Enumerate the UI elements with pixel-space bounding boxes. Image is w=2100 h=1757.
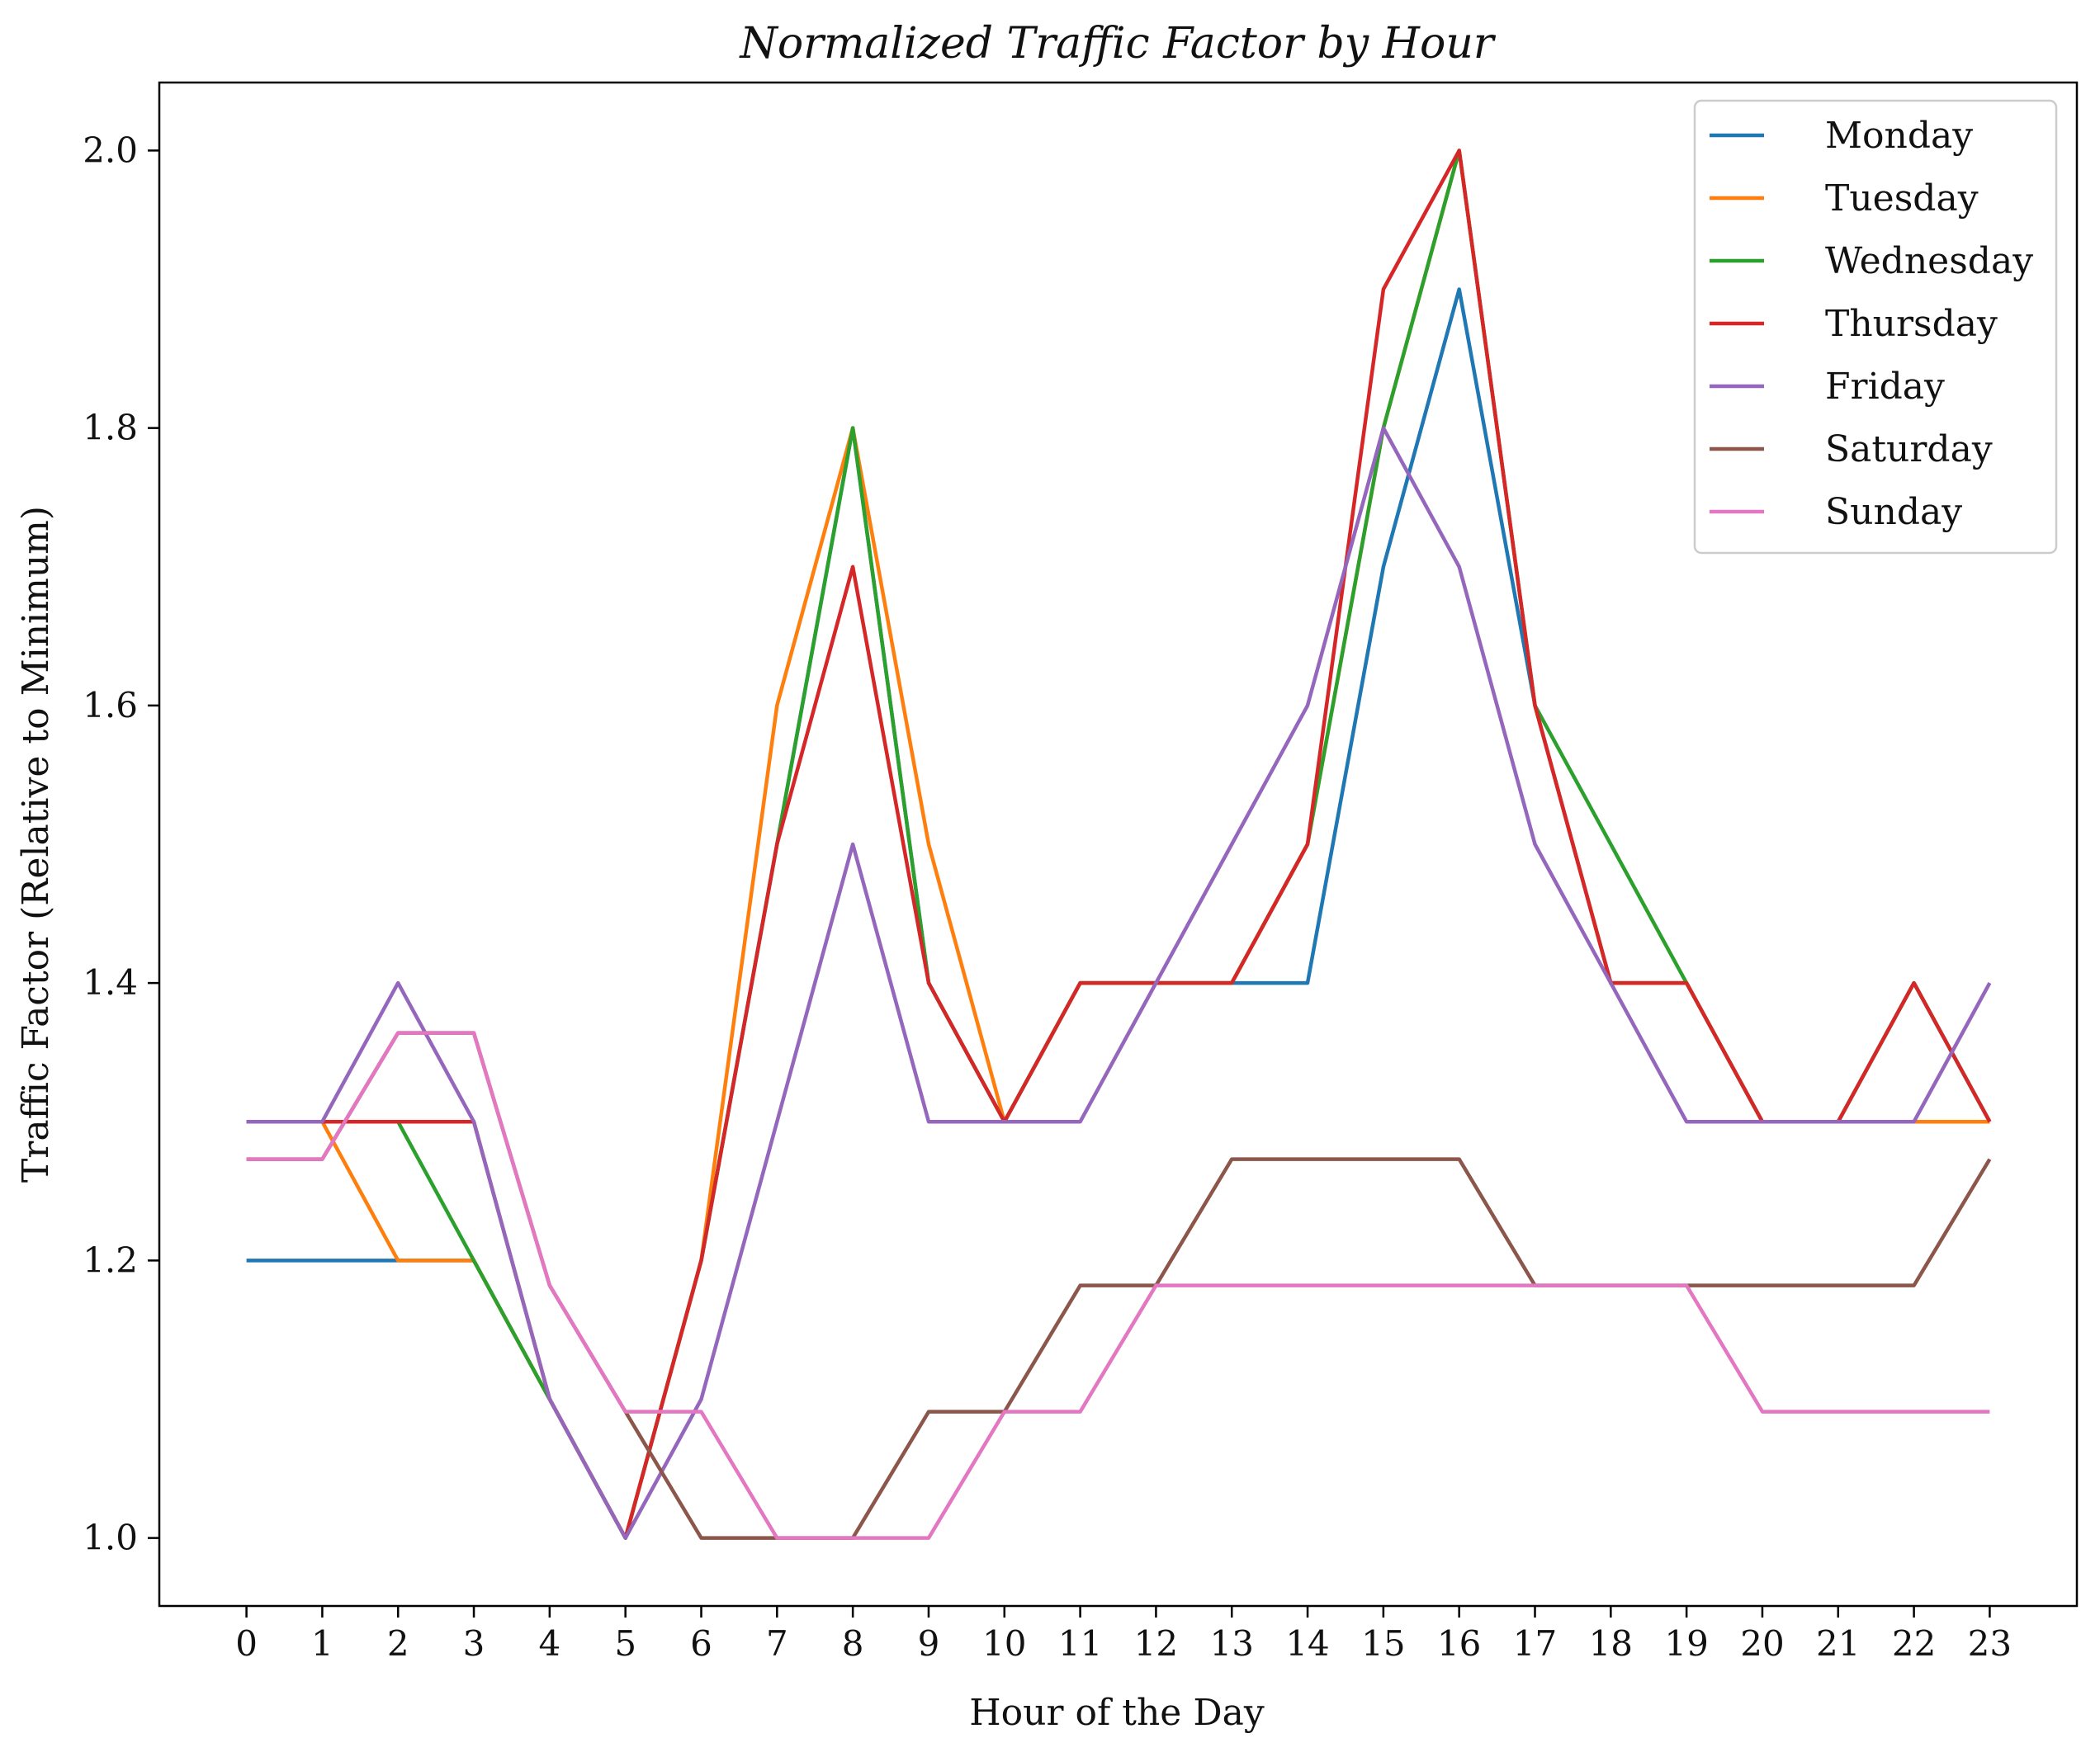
legend: Monday Tuesday Wednesday Thursday Friday Satu… xyxy=(1693,99,2058,555)
plot-frame xyxy=(158,81,2079,1608)
x-tick-label: 19 xyxy=(1664,1623,1708,1664)
x-tick-label: 17 xyxy=(1513,1623,1557,1664)
legend-label-thursday: Thursday xyxy=(1825,303,1998,345)
x-tick-label: 7 xyxy=(766,1623,788,1664)
series-layer xyxy=(246,149,1992,1540)
legend-items: Monday Tuesday Wednesday Thursday Friday Satu… xyxy=(1710,115,2033,533)
legend-label-saturday: Saturday xyxy=(1825,428,1993,470)
x-tick-label: 13 xyxy=(1210,1623,1254,1664)
x-tick-label: 4 xyxy=(538,1623,560,1664)
x-tick-label: 14 xyxy=(1285,1623,1329,1664)
legend-label-tuesday: Tuesday xyxy=(1825,177,1979,220)
y-tick-label: 2.0 xyxy=(83,130,138,170)
y-tick-label: 1.8 xyxy=(83,408,138,448)
x-tick-label: 5 xyxy=(614,1623,636,1664)
chart-title: Normalized Traffic Factor by Hour xyxy=(738,19,1496,68)
series-line-friday xyxy=(246,426,1992,1540)
x-tick-label: 11 xyxy=(1058,1623,1102,1664)
y-axis-ticks: 1.0 1.2 1.4 1.6 1.8 2.0 xyxy=(83,130,159,1558)
x-tick-label: 22 xyxy=(1892,1623,1936,1664)
series-line-sunday xyxy=(246,1031,1990,1540)
x-axis-ticks: 0 1 2 3 4 5 6 7 8 9 10 11 12 13 14 15 16 17 18 19 20 21 22 23 xyxy=(235,1606,2012,1664)
y-axis-label: Traffic Factor (Relative to Minimum) xyxy=(15,506,57,1183)
legend-label-friday: Friday xyxy=(1825,366,1945,408)
x-tick-label: 20 xyxy=(1740,1623,1784,1664)
y-tick-label: 1.6 xyxy=(83,685,138,725)
x-tick-label: 10 xyxy=(982,1623,1026,1664)
x-tick-label: 8 xyxy=(842,1623,864,1664)
x-tick-label: 6 xyxy=(690,1623,712,1664)
x-tick-label: 0 xyxy=(235,1623,258,1664)
x-tick-label: 21 xyxy=(1816,1623,1860,1664)
x-tick-label: 3 xyxy=(463,1623,485,1664)
y-tick-label: 1.2 xyxy=(83,1240,138,1280)
x-tick-label: 15 xyxy=(1361,1623,1405,1664)
x-tick-label: 23 xyxy=(1968,1623,2012,1664)
x-tick-label: 18 xyxy=(1589,1623,1633,1664)
x-tick-label: 12 xyxy=(1134,1623,1178,1664)
legend-label-wednesday: Wednesday xyxy=(1825,240,2033,282)
legend-label-monday: Monday xyxy=(1825,115,1973,157)
x-tick-label: 9 xyxy=(918,1623,940,1664)
x-axis-label: Hour of the Day xyxy=(969,1692,1265,1734)
x-tick-label: 1 xyxy=(311,1623,333,1664)
legend-box xyxy=(1693,99,2058,555)
legend-label-sunday: Sunday xyxy=(1825,491,1962,533)
x-tick-label: 2 xyxy=(387,1623,409,1664)
y-tick-label: 1.0 xyxy=(83,1518,138,1558)
x-tick-label: 16 xyxy=(1437,1623,1481,1664)
y-tick-label: 1.4 xyxy=(83,962,138,1003)
